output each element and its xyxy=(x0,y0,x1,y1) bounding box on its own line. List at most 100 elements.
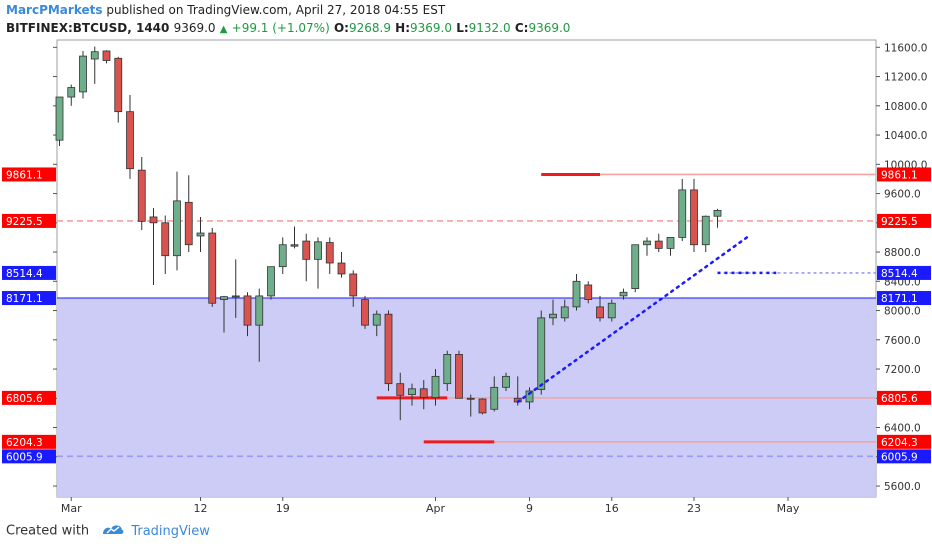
x-tick-label: May xyxy=(777,502,800,515)
candle-body xyxy=(643,240,651,246)
candle-body xyxy=(137,169,146,222)
level-tag-left xyxy=(2,434,56,449)
level-tag-right xyxy=(877,434,931,449)
candle-body xyxy=(102,50,111,61)
level-tag-left-text: 8171.1 xyxy=(6,293,43,305)
level-tag-right-text: 6204.3 xyxy=(881,437,918,449)
x-tick-label: 12 xyxy=(194,502,208,515)
x-tick-label: 9 xyxy=(526,502,533,515)
tradingview-logo-icon xyxy=(101,522,125,540)
close-label: C: xyxy=(514,21,529,35)
candle-body xyxy=(67,87,76,98)
level-tag-right xyxy=(877,291,931,306)
level-tag-left-text: 6805.6 xyxy=(6,393,43,405)
trendline xyxy=(516,236,749,404)
candle-body xyxy=(502,375,510,388)
x-tick-label: Mar xyxy=(61,502,82,515)
candle-body xyxy=(208,232,217,304)
symbol-label[interactable]: BITFINEX:BTCUSD, 1440 xyxy=(6,21,170,35)
candle-body xyxy=(490,386,499,410)
y-tick-label: 7600.0 xyxy=(884,335,921,347)
y-tick-label: 6400.0 xyxy=(884,423,921,435)
candle-body xyxy=(384,313,393,385)
candle-body xyxy=(267,266,275,297)
author-link[interactable]: MarcPMarkets xyxy=(6,3,103,17)
x-tick-label: 19 xyxy=(276,502,290,515)
level-tag-left xyxy=(2,291,56,306)
publish-header: MarcPMarkets published on TradingView.co… xyxy=(6,2,445,18)
open-label: O: xyxy=(333,21,349,35)
candle-body xyxy=(701,215,710,246)
candle-body xyxy=(455,354,463,399)
candle-body xyxy=(349,273,358,297)
candle-body xyxy=(690,189,698,246)
candle-body xyxy=(114,57,123,113)
level-tag-left-text: 6005.9 xyxy=(6,451,43,463)
price-change: +99.1 (+1.07%) xyxy=(231,21,330,35)
level-tag-right-text: 8171.1 xyxy=(881,293,918,305)
candle-body xyxy=(173,200,181,257)
y-tick-label: 8000.0 xyxy=(884,306,921,318)
candle-body xyxy=(666,237,675,249)
candle-body xyxy=(654,240,663,249)
candle-body xyxy=(302,240,311,260)
candle-body xyxy=(607,302,616,319)
y-tick-label: 8800.0 xyxy=(884,247,921,259)
candle-body xyxy=(478,398,487,414)
candle-body xyxy=(325,242,334,264)
candle-body xyxy=(79,55,87,93)
low-label: L: xyxy=(456,21,469,35)
tradingview-brand[interactable]: TradingView xyxy=(131,523,210,539)
candle-body xyxy=(278,244,287,268)
level-tag-right xyxy=(877,390,931,405)
x-tick-label: 16 xyxy=(605,502,619,515)
candle-body xyxy=(337,262,346,275)
candle-body xyxy=(314,241,322,260)
level-tag-right-text: 6005.9 xyxy=(881,451,918,463)
level-tag-left xyxy=(2,213,56,228)
y-tick-label: 10400.0 xyxy=(884,130,927,142)
y-tick-label: 10800.0 xyxy=(884,101,927,113)
candle-body xyxy=(161,222,170,257)
candle-body xyxy=(196,232,205,237)
candle-body xyxy=(537,317,546,390)
level-tag-left xyxy=(2,167,56,182)
candle-body xyxy=(372,313,381,326)
candle-body xyxy=(149,216,158,224)
low-value: 9132.0 xyxy=(468,21,511,35)
candle-body xyxy=(243,295,252,326)
candle-body xyxy=(572,280,581,308)
candle-body xyxy=(55,96,64,141)
candle-body xyxy=(255,295,264,326)
up-arrow-icon: ▲ xyxy=(219,24,228,35)
candle-body xyxy=(361,299,369,326)
level-tag-right-text: 8514.4 xyxy=(881,268,918,280)
candle-body xyxy=(220,296,228,300)
level-tag-right xyxy=(877,213,931,228)
last-price: 9369.0 xyxy=(173,21,216,35)
candle-body xyxy=(549,313,557,319)
level-tag-right-text: 9225.5 xyxy=(881,216,918,228)
level-tag-left-text: 9225.5 xyxy=(6,216,43,228)
level-tag-left xyxy=(2,265,56,280)
y-tick-label: 9600.0 xyxy=(884,189,921,201)
symbol-header: BITFINEX:BTCUSD, 1440 9369.0 ▲ +99.1 (+1… xyxy=(6,20,570,38)
candle-body xyxy=(596,306,604,319)
candle-body xyxy=(631,244,640,290)
y-tick-label: 11200.0 xyxy=(884,72,927,84)
level-tag-left-text: 8514.4 xyxy=(6,268,43,280)
open-value: 9268.9 xyxy=(348,21,391,35)
candle-body xyxy=(466,397,475,400)
level-tag-right xyxy=(877,449,931,464)
candle-body xyxy=(619,291,628,297)
published-text: published on TradingView.com, April 27, … xyxy=(106,3,446,17)
candle-body xyxy=(290,244,299,247)
candle-body xyxy=(184,201,193,246)
level-tag-left xyxy=(2,449,56,464)
candle-body xyxy=(431,375,440,398)
created-with-text: Created with xyxy=(6,523,90,539)
candle-body xyxy=(90,51,99,60)
y-tick-label: 11600.0 xyxy=(884,42,927,54)
close-value: 9369.0 xyxy=(528,21,571,35)
